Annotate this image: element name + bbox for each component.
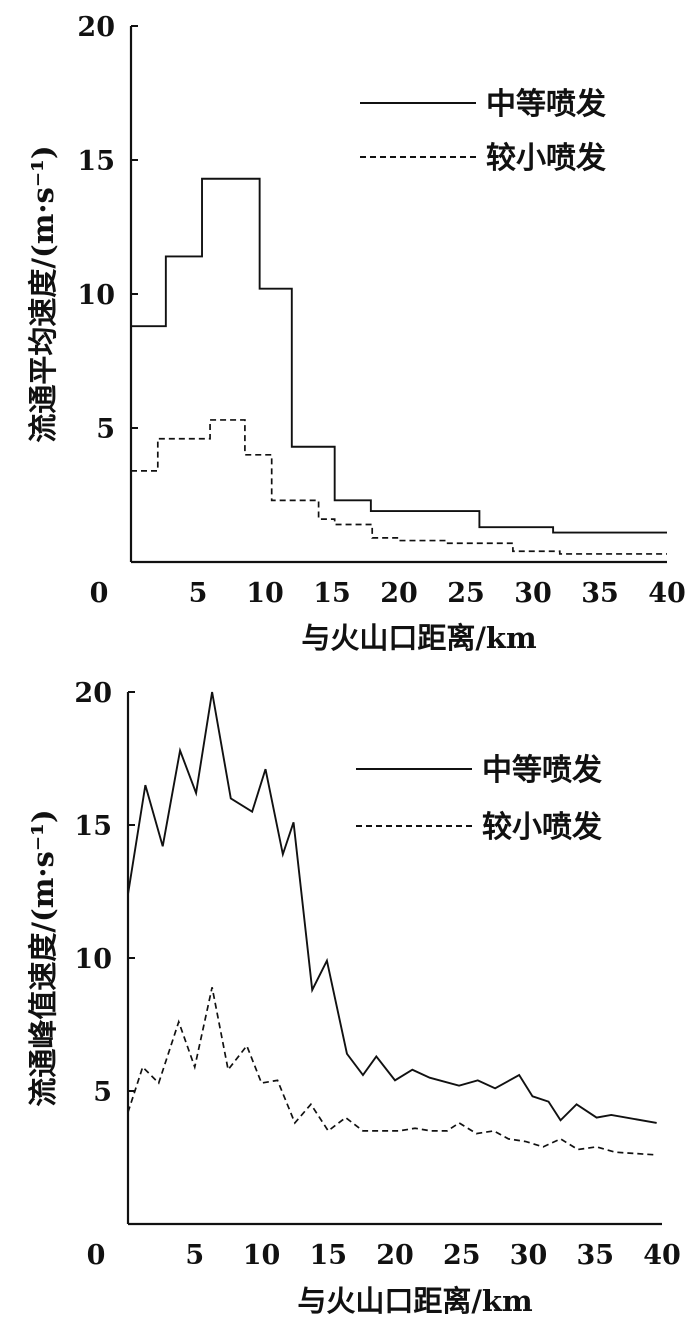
x-tick-label: 25 — [443, 1240, 481, 1271]
series-line-moderate-eruption — [131, 177, 667, 534]
x-tick-label: 30 — [514, 578, 552, 609]
y-axis-title: 流通峰值速度/(m·s⁻¹) — [26, 809, 60, 1106]
legend-label: 中等喷发 — [482, 753, 602, 788]
x-tick-label: 25 — [447, 578, 485, 609]
series-line-moderate-eruption — [127, 691, 657, 1124]
x-axis-title: 与火山口距离/km — [297, 1284, 533, 1318]
x-tick-label: 5 — [185, 1240, 204, 1271]
x-tick-label: 30 — [510, 1240, 548, 1271]
legend-label: 较小喷发 — [486, 141, 606, 176]
y-tick-label: 15 — [74, 811, 112, 842]
y-tick-label: 5 — [96, 414, 115, 445]
x-tick-label: 0 — [90, 578, 109, 609]
x-tick-label: 20 — [380, 578, 418, 609]
x-axis-title: 与火山口距离/km — [301, 621, 537, 655]
x-tick-label: 0 — [87, 1240, 106, 1271]
series-line-minor-eruption — [127, 987, 656, 1156]
x-tick-label: 20 — [376, 1240, 414, 1271]
y-axis-title: 流通平均速度/(m·s⁻¹) — [26, 145, 60, 442]
y-tick-label: 20 — [74, 678, 112, 709]
x-tick-label: 35 — [576, 1240, 614, 1271]
x-tick-label: 40 — [643, 1240, 681, 1271]
x-tick-label: 10 — [246, 578, 284, 609]
x-tick-label: 15 — [313, 578, 351, 609]
legend-label: 较小喷发 — [482, 810, 602, 845]
y-tick-label: 15 — [77, 146, 115, 177]
y-tick-label: 10 — [74, 944, 112, 975]
x-tick-label: 40 — [648, 578, 686, 609]
x-tick-label: 5 — [189, 578, 208, 609]
y-tick-label: 20 — [77, 12, 115, 43]
x-tick-label: 35 — [581, 578, 619, 609]
y-tick-label: 5 — [93, 1077, 112, 1108]
series-line-minor-eruption — [131, 419, 667, 555]
y-tick-label: 10 — [77, 280, 115, 311]
legend-label: 中等喷发 — [486, 87, 606, 122]
x-tick-label: 15 — [309, 1240, 347, 1271]
x-tick-label: 10 — [243, 1240, 281, 1271]
